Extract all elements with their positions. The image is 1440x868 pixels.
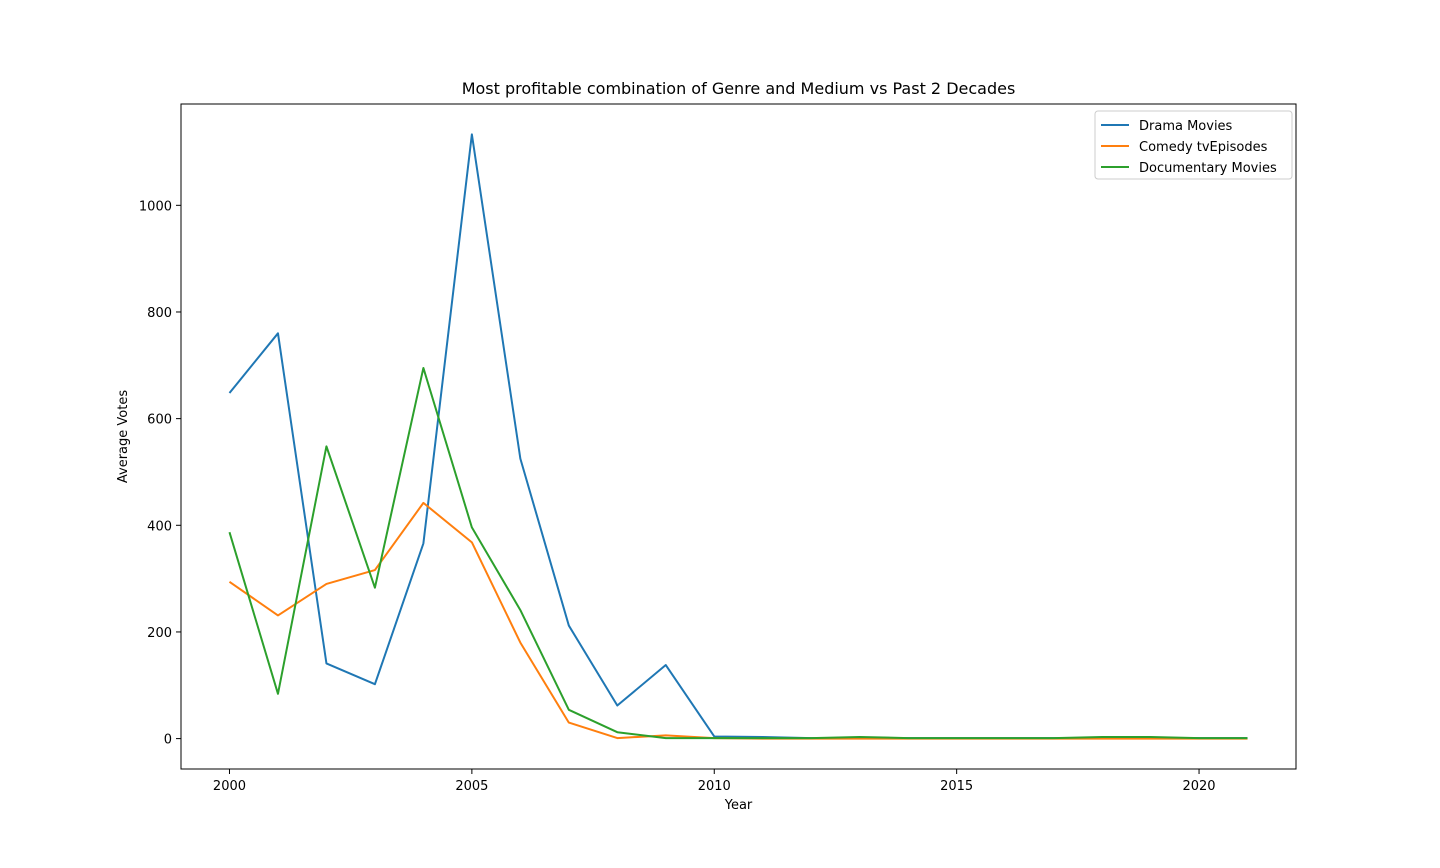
chart-title: Most profitable combination of Genre and… [462,79,1016,98]
y-tick-label: 800 [147,306,172,321]
x-tick-label: 2000 [213,779,246,794]
series-line-1 [228,133,1248,740]
y-tick-label: 600 [147,413,172,428]
y-tick-label: 0 [164,733,172,748]
legend: Drama Movies Comedy tvEpisodes Documentary… [1094,110,1293,180]
y-tick-label: 1000 [139,199,172,214]
legend-box [1094,110,1293,180]
x-axis-label: Year [724,798,753,813]
series-layer [228,133,1248,740]
y-tick-label: 400 [147,519,172,534]
plot-frame [180,103,1297,770]
y-axis-label: Average Votes [116,390,131,483]
series-line-3 [228,366,1248,740]
x-axis-ticks: 2000 2005 2010 2015 2020 [213,769,1216,794]
series-line-2 [228,501,1248,740]
y-axis-ticks: 0 200 400 600 800 1000 [139,199,181,748]
x-tick-label: 2010 [698,779,731,794]
legend-label-3: Documentary Movies [1139,161,1277,176]
x-tick-label: 2015 [940,779,973,794]
legend-label-2: Comedy tvEpisodes [1139,140,1268,155]
legend-label-1: Drama Movies [1139,119,1233,134]
y-tick-label: 200 [147,626,172,641]
x-tick-label: 2005 [455,779,488,794]
x-tick-label: 2020 [1182,779,1215,794]
